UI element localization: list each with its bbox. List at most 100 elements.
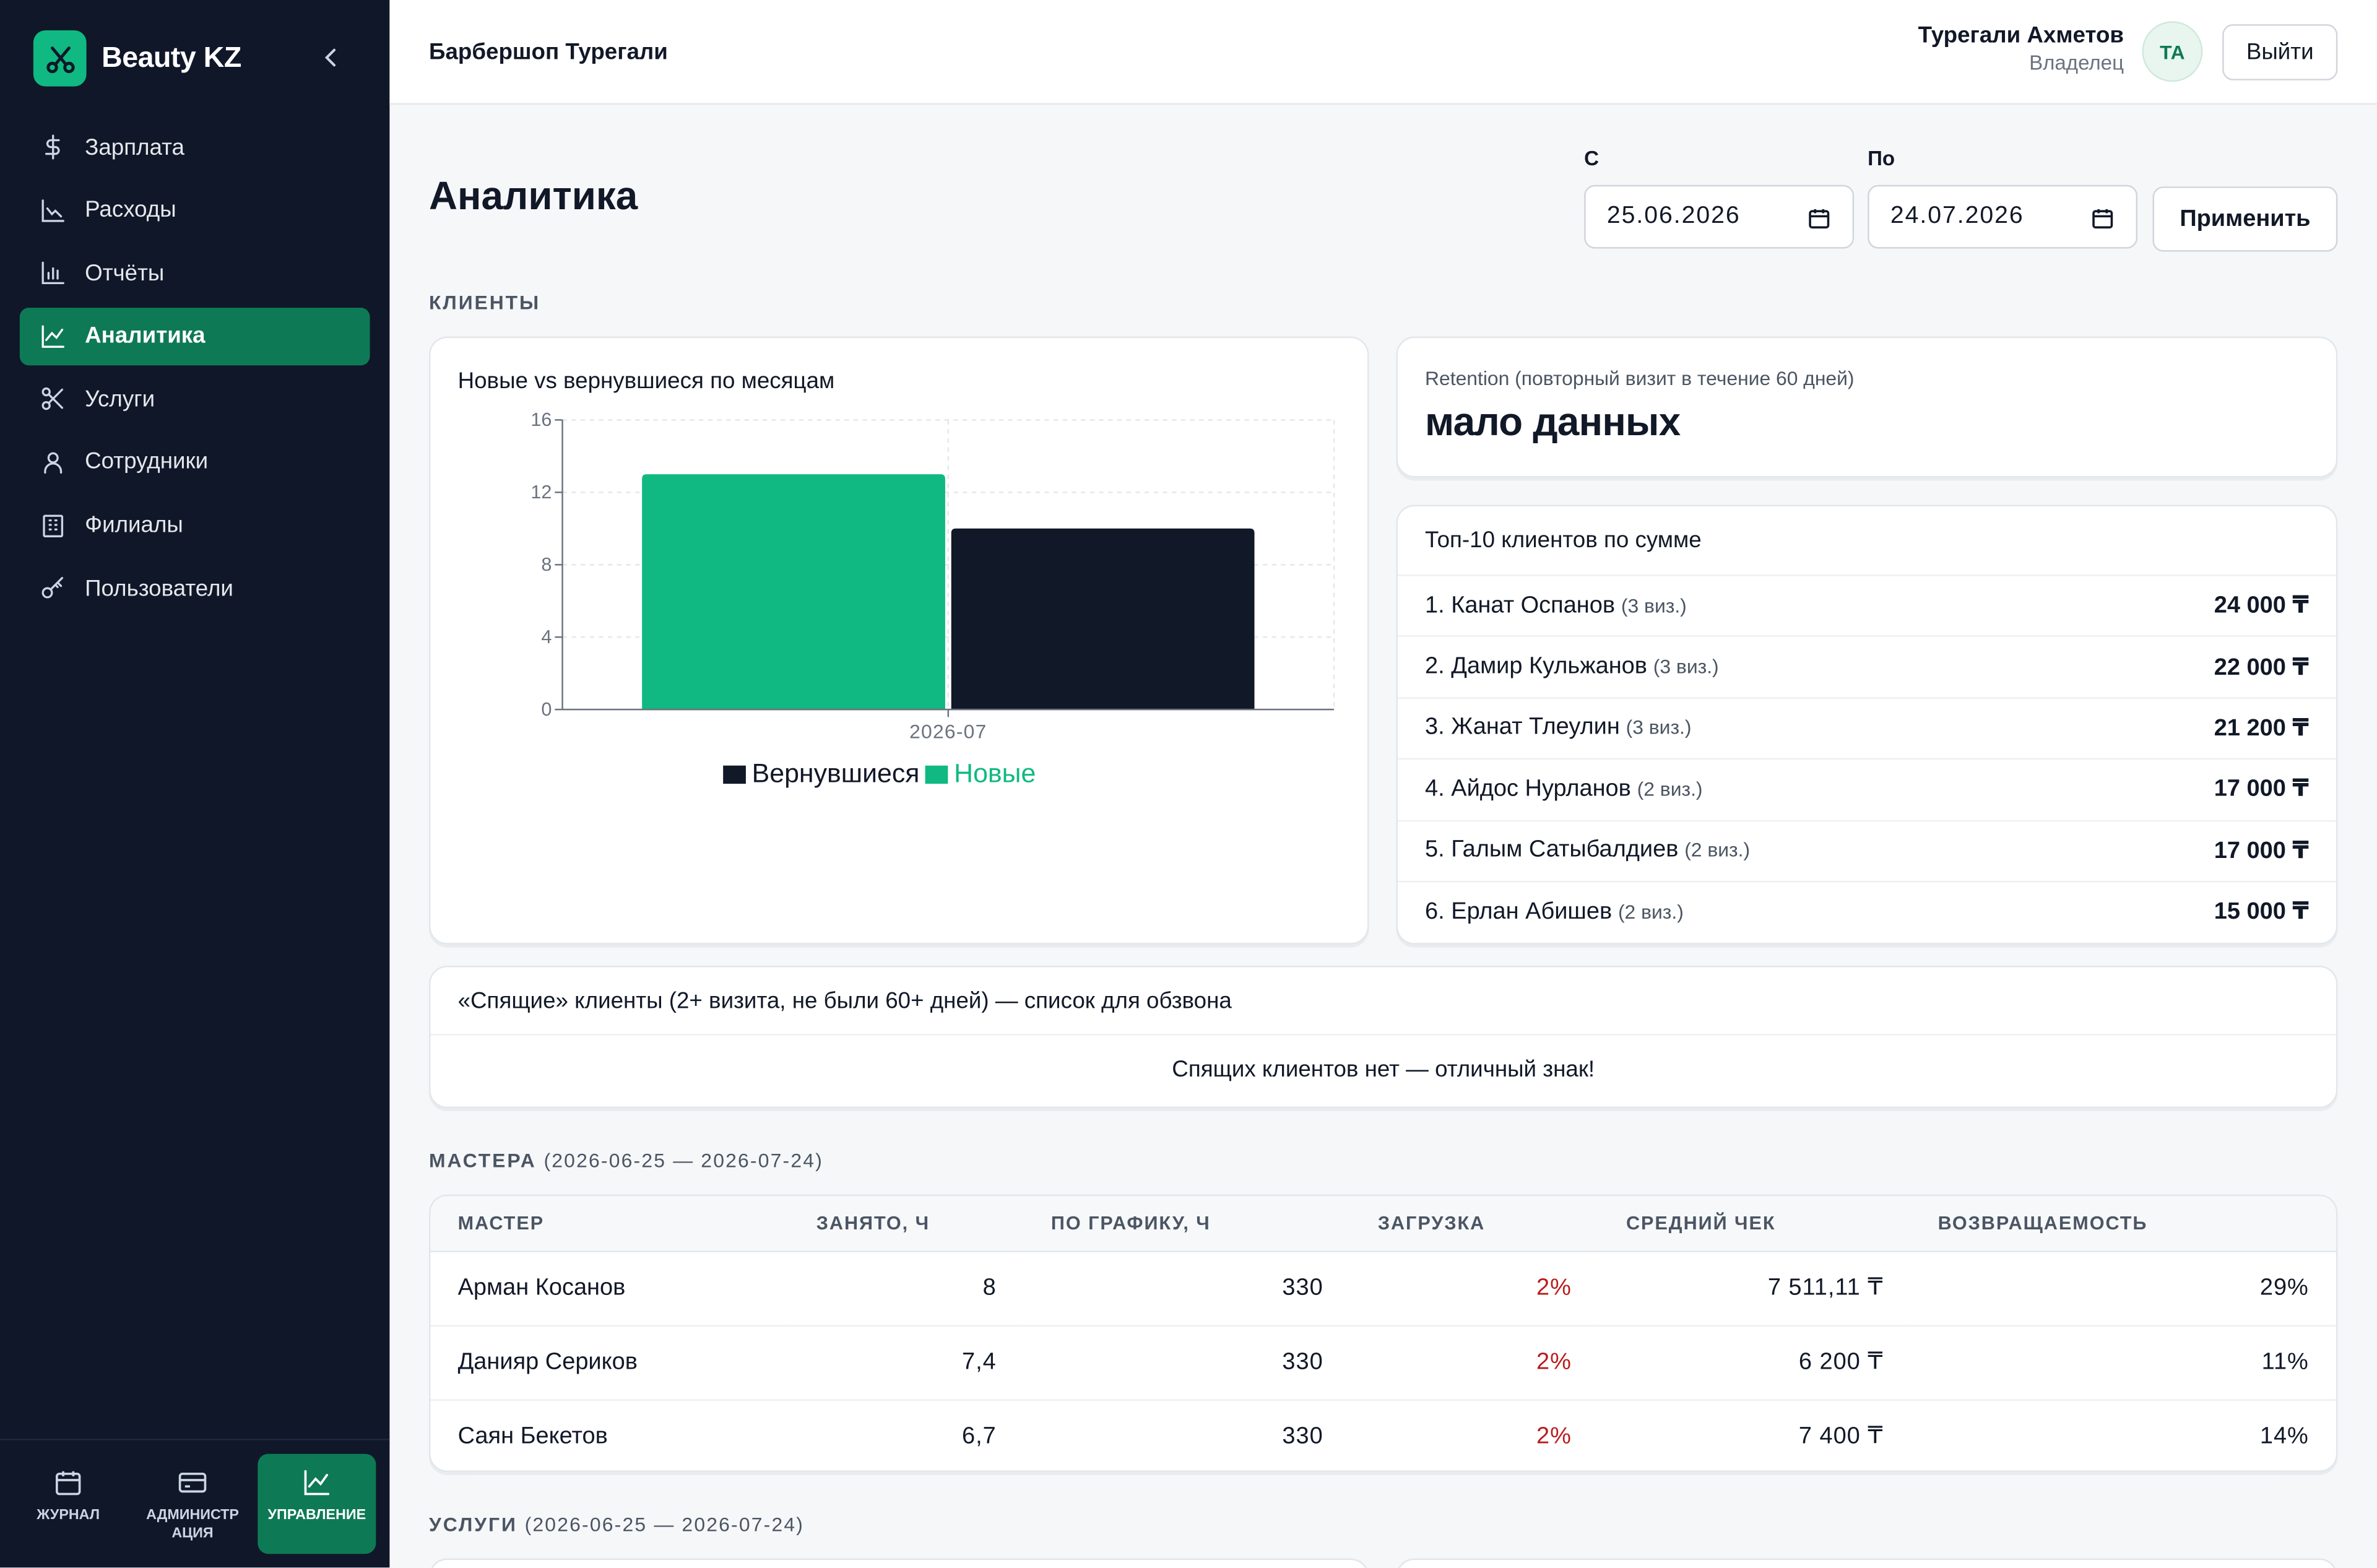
date-to-label: По xyxy=(1868,147,1895,170)
user-icon xyxy=(40,449,67,476)
list-item[interactable]: 2. Дамир Кульжанов (3 виз.) 22 000 ₸ xyxy=(1397,636,2336,697)
y-tick-label: 4 xyxy=(541,626,552,648)
column-header[interactable]: ЗАГРУЗКА xyxy=(1350,1196,1599,1252)
chevron-left-icon[interactable] xyxy=(315,43,345,73)
sleeping-clients-card: «Спящие» клиенты (2+ визита, не были 60+… xyxy=(429,966,2338,1109)
scheduled-hours: 330 xyxy=(1282,1423,1323,1449)
client-visits: (2 виз.) xyxy=(1684,838,1751,862)
avatar[interactable]: ТА xyxy=(2142,21,2203,82)
bar-returning xyxy=(951,528,1255,710)
sidebar-item-label: Отчёты xyxy=(85,260,165,287)
user-role: Владелец xyxy=(2029,51,2124,75)
chart-title: Новые vs вернувшиеся по месяцам xyxy=(457,368,835,394)
sidebar-item-reports[interactable]: Отчёты xyxy=(20,245,370,302)
client-amount: 21 200 ₸ xyxy=(2214,715,2309,742)
scheduled-hours: 330 xyxy=(1023,1325,1351,1400)
client-amount: 24 000 ₸ xyxy=(2214,593,2309,619)
sidebar-item-analytics[interactable]: Аналитика xyxy=(19,307,370,365)
bar-chart-icon xyxy=(40,259,67,287)
sidebar-item-expenses[interactable]: Расходы xyxy=(20,181,370,239)
sidebar-item-services[interactable]: Услуги xyxy=(20,370,370,428)
sidebar-item-branches[interactable]: Филиалы xyxy=(20,496,370,554)
average-check: 7 511,11 ₸ xyxy=(1598,1250,1911,1326)
tab-journal[interactable]: ЖУРНАЛ xyxy=(9,1454,128,1554)
masters-section-title: МАСТЕРА (2026-06-25 — 2026-07-24) xyxy=(429,1149,823,1172)
top-bar: Барбершоп Турегали Турегали Ахметов Влад… xyxy=(389,0,2377,105)
scheduled-hours: 330 xyxy=(1023,1250,1351,1326)
services-card xyxy=(429,1558,1369,1568)
bar-chart: 0 4 8 12 16 2026-07 Вернувшиеся Новые xyxy=(530,409,1335,789)
masters-title: МАСТЕРА xyxy=(429,1149,537,1172)
column-header[interactable]: ПО ГРАФИКУ, Ч xyxy=(1023,1196,1351,1252)
line-chart-icon xyxy=(40,323,67,350)
divider xyxy=(430,1034,2336,1036)
logout-button[interactable]: Выйти xyxy=(2222,24,2338,80)
tab-management[interactable]: УПРАВЛЕНИЕ xyxy=(258,1453,376,1554)
client-name: 5. Галым Сатыбалдиев xyxy=(1425,837,1679,864)
client-name: 6. Ерлан Абишев xyxy=(1425,898,1613,924)
sidebar-item-label: Филиалы xyxy=(85,512,183,539)
busy-hours: 8 xyxy=(789,1250,1024,1326)
building-icon xyxy=(40,512,67,539)
client-amount: 22 000 ₸ xyxy=(2214,654,2309,680)
list-item[interactable]: 4. Айдос Нурланов (2 виз.) 17 000 ₸ xyxy=(1397,758,2336,820)
client-label: 3. Жанат Тлеулин (3 виз.) xyxy=(1425,715,1691,742)
calendar-icon[interactable] xyxy=(1807,206,1831,230)
list-item[interactable]: 5. Галым Сатыбалдиев (2 виз.) 17 000 ₸ xyxy=(1397,819,2336,881)
retention-value: мало данных xyxy=(1425,399,1681,444)
trend-chart-icon xyxy=(40,196,67,223)
user-info: Турегали Ахметов Владелец xyxy=(1918,23,2124,74)
load-percent: 2% xyxy=(1350,1325,1599,1400)
y-tick-label: 0 xyxy=(541,699,552,720)
apply-button[interactable]: Применить xyxy=(2152,186,2338,252)
clients-section-title: КЛИЕНТЫ xyxy=(429,291,541,314)
sidebar-item-label: Услуги xyxy=(85,386,155,412)
client-visits: (2 виз.) xyxy=(1617,899,1684,923)
calendar-icon[interactable] xyxy=(2090,206,2115,230)
client-name: 4. Айдос Нурланов xyxy=(1425,776,1631,802)
retention-card: Retention (повторный визит в течение 60 … xyxy=(1396,336,2338,478)
sidebar-item-salary[interactable]: Зарплата xyxy=(20,118,370,176)
date-from-value: 25.06.2026 xyxy=(1606,203,1741,229)
table-header-row: МАСТЕР ЗАНЯТО, Ч ПО ГРАФИКУ, Ч ЗАГРУЗКА … xyxy=(430,1196,2336,1252)
date-from-input[interactable]: 25.06.2026 xyxy=(1584,184,1855,249)
client-visits: (3 виз.) xyxy=(1621,594,1687,617)
list-item[interactable]: 3. Жанат Тлеулин (3 виз.) 21 200 ₸ xyxy=(1397,696,2336,758)
table-row: Саян Бекетов 6,7 330 2% 7 400 ₸ 14% xyxy=(431,1399,2336,1470)
client-visits: (3 виз.) xyxy=(1653,655,1719,678)
line-chart-icon xyxy=(301,1468,332,1498)
column-header[interactable]: ВОЗВРАЩАЕМОСТЬ xyxy=(1910,1196,2336,1252)
card-icon xyxy=(178,1468,208,1498)
brand[interactable]: Beauty KZ xyxy=(33,30,241,87)
scissors-icon xyxy=(40,386,67,413)
dollar-icon xyxy=(40,134,67,161)
list-item[interactable]: 6. Ерлан Абишев (2 виз.) 15 000 ₸ xyxy=(1397,880,2336,942)
client-label: 5. Галым Сатыбалдиев (2 виз.) xyxy=(1425,837,1750,864)
tab-administration[interactable]: АДМИНИСТР АЦИЯ xyxy=(134,1454,252,1554)
load-percent: 2% xyxy=(1350,1250,1599,1326)
legend-label: Вернувшиеся xyxy=(752,759,920,789)
column-header[interactable]: ЗАНЯТО, Ч xyxy=(789,1196,1024,1252)
client-visits: (2 виз.) xyxy=(1637,777,1703,800)
scissors-logo-icon xyxy=(33,30,87,87)
date-to-input[interactable]: 24.07.2026 xyxy=(1868,184,2138,249)
column-header[interactable]: СРЕДНИЙ ЧЕК xyxy=(1598,1196,1911,1252)
master-name: Данияр Сериков xyxy=(430,1325,789,1400)
org-name: Барбершоп Турегали xyxy=(429,39,668,66)
load-percent: 2% xyxy=(1536,1423,1572,1449)
master-name: Саян Бекетов xyxy=(457,1423,608,1449)
list-item[interactable]: 1. Канат Оспанов (3 виз.) 24 000 ₸ xyxy=(1397,574,2336,636)
legend-label: Новые xyxy=(954,759,1036,789)
tab-label: ЖУРНАЛ xyxy=(37,1507,100,1524)
services-section-title: УСЛУГИ (2026-06-25 — 2026-07-24) xyxy=(429,1513,804,1536)
x-tick-label: 2026-07 xyxy=(909,721,987,743)
sidebar-item-staff[interactable]: Сотрудники xyxy=(20,433,370,491)
masters-range: (2026-06-25 — 2026-07-24) xyxy=(543,1149,824,1172)
retention-label: Retention (повторный визит в течение 60 … xyxy=(1425,366,1855,390)
column-header[interactable]: МАСТЕР xyxy=(430,1196,789,1252)
busy-hours: 6,7 xyxy=(961,1423,997,1449)
user-name: Турегали Ахметов xyxy=(1918,22,2124,49)
sidebar-item-users[interactable]: Пользователи xyxy=(20,560,370,617)
return-rate: 11% xyxy=(1910,1325,2336,1400)
return-rate: 29% xyxy=(1910,1250,2336,1326)
